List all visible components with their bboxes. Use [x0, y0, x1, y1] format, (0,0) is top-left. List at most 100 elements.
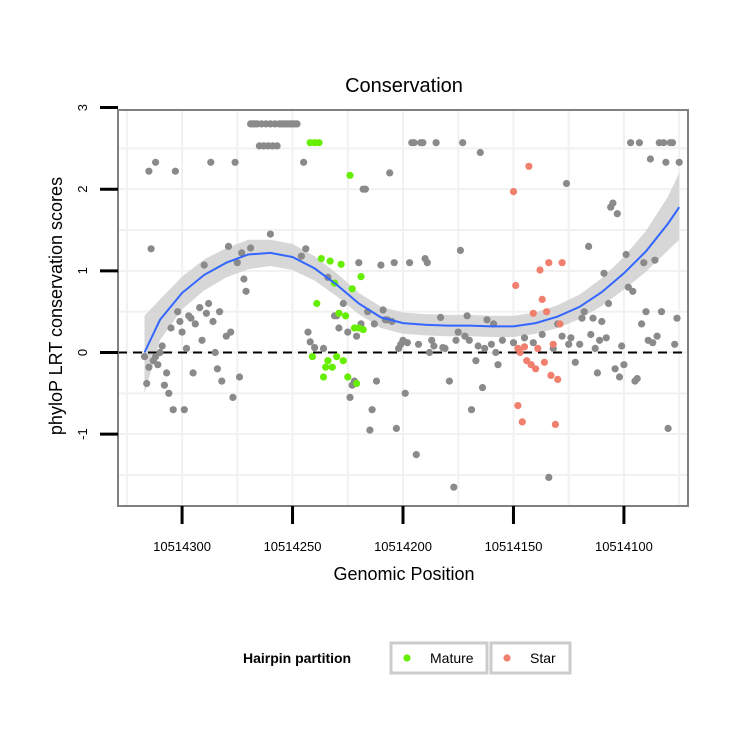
data-point-star — [512, 281, 520, 290]
data-point — [293, 120, 301, 128]
data-point-mature — [315, 139, 323, 147]
data-point — [189, 369, 197, 377]
data-point — [218, 377, 226, 385]
data-point — [483, 316, 491, 324]
data-point — [437, 313, 445, 321]
data-point-star — [518, 418, 526, 426]
data-point — [635, 139, 644, 147]
data-point — [169, 406, 177, 414]
data-point — [476, 148, 484, 157]
data-point — [406, 259, 414, 267]
data-point — [589, 314, 597, 322]
legend-label-star: Star — [530, 650, 556, 666]
y-axis: -1 0 1 2 3 — [75, 104, 118, 440]
data-point — [370, 320, 378, 328]
data-point — [174, 308, 182, 316]
data-point — [165, 389, 173, 397]
data-point — [227, 328, 235, 336]
data-point — [640, 259, 648, 267]
data-point-mature — [322, 363, 330, 371]
data-point — [649, 339, 657, 347]
data-point — [145, 167, 153, 175]
data-point — [311, 344, 319, 352]
data-point-mature — [359, 326, 367, 334]
y-tick-label: 3 — [75, 104, 90, 111]
data-point — [441, 344, 449, 352]
data-point-star — [558, 259, 566, 267]
data-point — [487, 340, 495, 348]
data-point — [353, 332, 361, 340]
data-point — [668, 139, 677, 147]
data-point — [662, 158, 670, 166]
data-point — [207, 158, 215, 166]
data-point — [213, 365, 221, 373]
data-point-star — [551, 420, 560, 428]
data-point — [300, 158, 308, 166]
data-point-star — [532, 365, 540, 373]
legend: Hairpin partition Mature Star — [243, 641, 572, 675]
data-point — [211, 348, 219, 357]
data-point — [401, 389, 409, 397]
data-point — [620, 361, 628, 369]
data-point — [591, 344, 599, 352]
data-point — [180, 406, 188, 414]
data-point — [638, 320, 646, 328]
data-point-star — [536, 266, 544, 274]
data-point — [158, 342, 166, 350]
data-point — [580, 308, 588, 316]
data-point — [611, 365, 619, 373]
data-point — [673, 314, 681, 322]
data-point — [613, 210, 621, 218]
data-point — [209, 317, 217, 326]
y-tick-label: 1 — [75, 267, 90, 274]
data-point-mature — [344, 373, 352, 381]
data-point-mature — [333, 353, 341, 361]
data-point — [386, 169, 394, 177]
data-point — [143, 379, 151, 388]
data-point — [178, 328, 186, 336]
data-point — [297, 252, 305, 260]
data-point — [509, 339, 518, 347]
data-point — [567, 334, 575, 342]
data-point — [187, 314, 195, 322]
data-point — [660, 139, 668, 147]
data-point — [463, 312, 471, 320]
data-point — [538, 330, 546, 339]
data-point — [593, 369, 602, 377]
x-axis-title: Genomic Position — [333, 564, 474, 584]
data-point — [454, 328, 462, 336]
data-point-star — [520, 343, 529, 351]
data-point — [319, 344, 328, 352]
data-point-star — [549, 340, 557, 348]
data-point — [247, 244, 255, 252]
data-point — [302, 245, 310, 253]
data-point — [622, 250, 630, 259]
y-tick-label: -1 — [75, 428, 90, 440]
data-point — [167, 324, 175, 332]
data-point — [361, 185, 369, 193]
legend-key-star — [503, 654, 511, 662]
data-point-mature — [339, 357, 347, 365]
data-point — [355, 259, 363, 267]
data-point-star — [554, 375, 562, 383]
data-point — [600, 269, 608, 277]
data-point — [242, 287, 250, 295]
data-point — [335, 324, 343, 332]
chart-title: Conservation — [345, 75, 463, 97]
data-point — [671, 340, 679, 348]
data-point-mature — [308, 353, 316, 361]
x-tick-label: 10514250 — [264, 539, 322, 554]
data-point — [377, 261, 385, 269]
data-point — [609, 199, 617, 207]
data-point — [481, 344, 489, 352]
data-point-star — [534, 344, 542, 352]
data-point — [205, 299, 213, 308]
data-point — [196, 304, 204, 312]
legend-title: Hairpin partition — [243, 650, 351, 666]
data-point — [163, 369, 171, 377]
data-point — [445, 377, 453, 385]
data-point — [410, 139, 418, 147]
data-point — [152, 158, 160, 166]
data-point — [562, 179, 571, 188]
data-point-star — [538, 295, 546, 303]
